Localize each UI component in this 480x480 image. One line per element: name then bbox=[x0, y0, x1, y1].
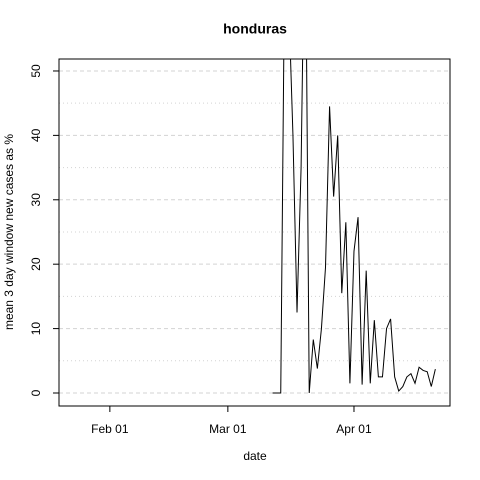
x-tick-label: Apr 01 bbox=[336, 422, 372, 436]
grid bbox=[59, 70, 450, 394]
y-tick-label: 20 bbox=[29, 257, 43, 271]
data-line bbox=[272, 59, 436, 394]
y-tick-label: 0 bbox=[29, 389, 43, 396]
x-tick-label: Mar 01 bbox=[209, 422, 247, 436]
plot-frame bbox=[58, 58, 451, 407]
x-tick-label: Feb 01 bbox=[91, 422, 129, 436]
y-tick-label: 50 bbox=[29, 64, 43, 78]
x-axis-label: date bbox=[243, 449, 267, 463]
y-tick-label: 10 bbox=[29, 322, 43, 336]
y-tick-label: 40 bbox=[29, 128, 43, 142]
chart-title: honduras bbox=[223, 21, 287, 37]
plot-area bbox=[272, 59, 436, 394]
y-tick-label: 30 bbox=[29, 193, 43, 207]
y-axis-label: mean 3 day window new cases as % bbox=[2, 134, 16, 330]
